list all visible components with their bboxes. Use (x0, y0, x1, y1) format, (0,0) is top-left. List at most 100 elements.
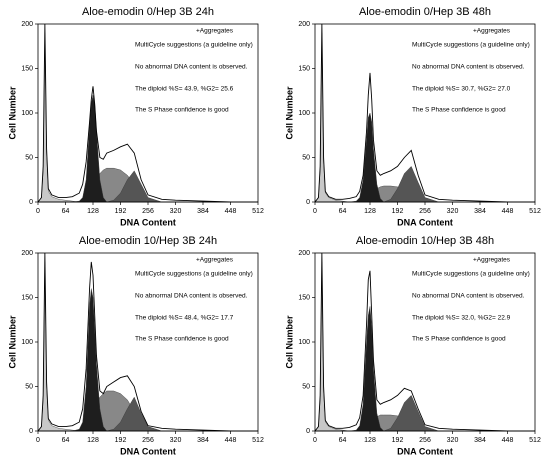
x-tick-label: 192 (392, 208, 404, 215)
chart-title: Aloe-emodin 0/Hep 3B 24h (82, 6, 214, 18)
y-tick-label: 200 (21, 21, 33, 28)
histogram-line (37, 252, 258, 432)
x-tick-label: 320 (447, 208, 459, 215)
area (314, 261, 535, 432)
x-tick-label: 256 (419, 437, 431, 444)
x-axis-label: DNA Content (120, 217, 176, 227)
y-tick-label: 150 (21, 294, 33, 301)
chart-title: Aloe-emodin 0/Hep 3B 48h (359, 6, 491, 18)
y-tick-label: 200 (298, 21, 310, 28)
x-tick-label: 256 (419, 208, 431, 215)
x-tick-label: 0 (36, 208, 40, 215)
panel: Aloe-emodin 0/Hep 3B 48h 0 64 128 192 256 320 3… (284, 6, 541, 227)
x-tick-label: 384 (197, 437, 209, 444)
area (315, 306, 535, 432)
y-tick-label: 50 (25, 154, 33, 161)
annotation: +Aggregates (473, 28, 511, 35)
annotation: The diploid %S= 32.0, %G2= 22.9 (412, 315, 511, 322)
x-tick-label: 192 (392, 437, 404, 444)
x-tick-label: 512 (529, 208, 541, 215)
x-tick-label: 0 (313, 208, 317, 215)
panel: Aloe-emodin 10/Hep 3B 24h 0 64 128 192 256 320… (7, 235, 264, 456)
y-tick-label: 50 (25, 383, 33, 390)
panel: Aloe-emodin 10/Hep 3B 48h 0 64 128 192 256 320… (284, 235, 541, 456)
y-tick-label: 150 (298, 65, 310, 72)
annotation: +Aggregates (196, 257, 234, 264)
y-tick-label: 100 (21, 110, 33, 117)
y-tick-label: 50 (302, 154, 310, 161)
y-tick-label: 100 (298, 339, 310, 346)
x-tick-label: 512 (252, 437, 264, 444)
area (38, 288, 258, 432)
x-axis-label: DNA Content (397, 446, 453, 456)
x-tick-label: 192 (115, 437, 127, 444)
area (315, 395, 535, 432)
y-tick-label: 200 (21, 250, 33, 257)
annotation: +Aggregates (473, 257, 511, 264)
annotation: No abnormal DNA content is observed. (412, 293, 525, 300)
annotation: MultiCycle suggestions (a guideline only… (135, 271, 253, 278)
histogram-line (314, 23, 535, 203)
annotation: The diploid %S= 30.7, %G2= 27.0 (412, 86, 511, 93)
area (37, 32, 258, 203)
annotation: No abnormal DNA content is observed. (135, 293, 248, 300)
x-tick-label: 128 (364, 437, 376, 444)
y-tick-label: 0 (29, 199, 33, 206)
x-tick-label: 384 (197, 208, 209, 215)
histogram-line (37, 23, 258, 203)
y-tick-label: 150 (21, 65, 33, 72)
annotation: The diploid %S= 48.4, %G2= 17.7 (135, 315, 234, 322)
x-tick-label: 384 (474, 437, 486, 444)
area (315, 112, 535, 203)
chart-title: Aloe-emodin 10/Hep 3B 24h (79, 235, 217, 247)
y-tick-label: 0 (306, 428, 310, 435)
y-tick-label: 50 (302, 383, 310, 390)
x-tick-label: 320 (447, 437, 459, 444)
x-tick-label: 320 (170, 208, 182, 215)
x-tick-label: 256 (142, 208, 154, 215)
y-axis-label: Cell Number (7, 315, 17, 369)
x-tick-label: 448 (225, 437, 237, 444)
x-tick-label: 448 (225, 208, 237, 215)
annotation: The S Phase confidence is good (135, 336, 229, 343)
x-tick-label: 512 (529, 437, 541, 444)
chart-title: Aloe-emodin 10/Hep 3B 48h (356, 235, 494, 247)
histogram-line (314, 252, 535, 432)
x-tick-label: 128 (87, 437, 99, 444)
annotation: The diploid %S= 43.9, %G2= 25.6 (135, 86, 234, 93)
y-tick-label: 0 (306, 199, 310, 206)
annotation: MultiCycle suggestions (a guideline only… (135, 42, 253, 49)
y-axis-label: Cell Number (284, 86, 294, 140)
x-tick-label: 0 (313, 437, 317, 444)
area (314, 32, 535, 203)
x-tick-label: 64 (339, 208, 347, 215)
annotation: +Aggregates (196, 28, 234, 35)
annotation: The S Phase confidence is good (412, 107, 506, 114)
x-axis-label: DNA Content (397, 217, 453, 227)
y-axis-label: Cell Number (7, 86, 17, 140)
y-tick-label: 100 (21, 339, 33, 346)
x-tick-label: 384 (474, 208, 486, 215)
y-tick-label: 200 (298, 250, 310, 257)
x-tick-label: 448 (502, 437, 514, 444)
annotation: The S Phase confidence is good (135, 107, 229, 114)
x-tick-label: 64 (62, 437, 70, 444)
annotation: The S Phase confidence is good (412, 336, 506, 343)
x-tick-label: 512 (252, 208, 264, 215)
y-tick-label: 100 (298, 110, 310, 117)
x-tick-label: 128 (364, 208, 376, 215)
x-tick-label: 320 (170, 437, 182, 444)
x-tick-label: 256 (142, 437, 154, 444)
area (315, 166, 535, 203)
area (37, 261, 258, 432)
x-tick-label: 64 (62, 208, 70, 215)
y-axis-label: Cell Number (284, 315, 294, 369)
panel: Aloe-emodin 0/Hep 3B 24h 0 64 128 192 256 320 3… (7, 6, 264, 227)
y-tick-label: 150 (298, 294, 310, 301)
x-tick-label: 128 (87, 208, 99, 215)
x-tick-label: 192 (115, 208, 127, 215)
annotation: No abnormal DNA content is observed. (135, 64, 248, 71)
y-tick-label: 0 (29, 428, 33, 435)
x-tick-label: 64 (339, 437, 347, 444)
